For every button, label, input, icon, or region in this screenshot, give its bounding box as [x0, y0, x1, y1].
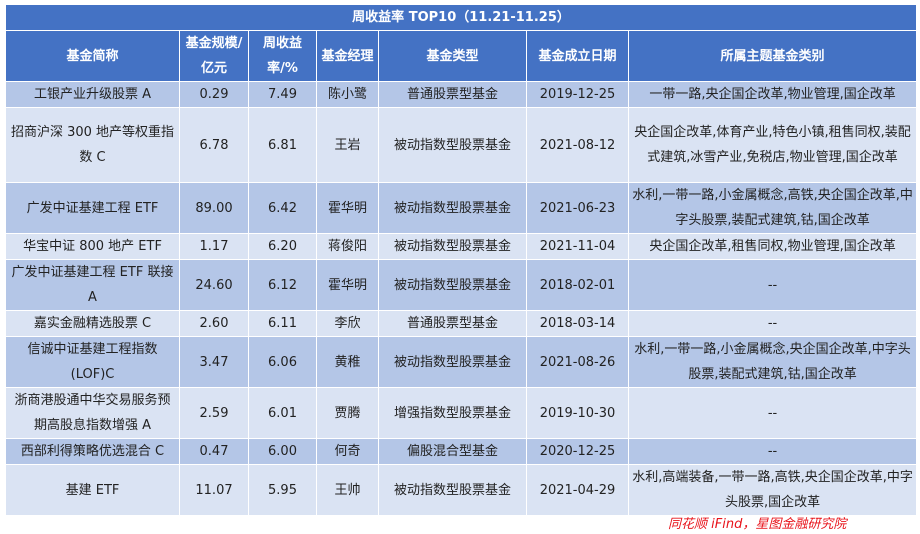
cell-date: 2019-12-25 — [526, 81, 629, 108]
cell-size: 24.60 — [179, 259, 249, 311]
cell-date: 2019-10-30 — [526, 387, 629, 439]
col-header-return: 周收益率/% — [248, 30, 317, 82]
cell-themes: -- — [627, 438, 918, 465]
cell-name: 广发中证基建工程 ETF — [5, 182, 180, 234]
table-row: 广发中证基建工程 ETF 89.00 6.42 霍华明 被动指数型股票基金 2021-06… — [5, 182, 918, 234]
table-row: 基建 ETF 11.07 5.95 王帅 被动指数型股票基金 2021-04-29 水利,高… — [5, 464, 918, 516]
table-row: 信诚中证基建工程指数(LOF)C 3.47 6.06 黄稚 被动指数型股票基金 2021-… — [5, 336, 918, 388]
cell-type: 被动指数型股票基金 — [378, 233, 527, 260]
cell-size: 6.78 — [179, 107, 249, 183]
cell-themes: 水利,一带一路,小金属概念,高铁,央企国企改革,中字头股票,装配式建筑,钴,国企… — [627, 182, 918, 234]
table-row: 广发中证基建工程 ETF 联接 A 24.60 6.12 霍华明 被动指数型股票基金 20… — [5, 259, 918, 311]
table-row: 浙商港股通中华交易服务预期高股息指数增强 A 2.59 6.01 贾腾 增强指数型股票基… — [5, 387, 918, 439]
cell-manager: 霍华明 — [316, 259, 379, 311]
table-row: 西部利得策略优选混合 C 0.47 6.00 何奇 偏股混合型基金 2020-12-25-… — [5, 438, 918, 465]
table-title: 周收益率 TOP10（11.21-11.25） — [4, 4, 918, 31]
fund-return-table: 周收益率 TOP10（11.21-11.25） 基金简称 基金规模/亿元 周收益… — [4, 4, 918, 516]
cell-size: 1.17 — [179, 233, 249, 260]
cell-name: 工银产业升级股票 A — [5, 81, 180, 108]
cell-size: 2.60 — [179, 310, 249, 337]
cell-name: 浙商港股通中华交易服务预期高股息指数增强 A — [5, 387, 180, 439]
header-row: 基金简称 基金规模/亿元 周收益率/% 基金经理 基金类型 基金成立日期 所属主… — [5, 30, 918, 82]
cell-return: 5.95 — [248, 464, 317, 516]
cell-size: 3.47 — [179, 336, 249, 388]
cell-type: 被动指数型股票基金 — [378, 182, 527, 234]
cell-size: 11.07 — [179, 464, 249, 516]
col-header-themes: 所属主题基金类别 — [627, 30, 918, 82]
cell-size: 2.59 — [179, 387, 249, 439]
cell-name: 华宝中证 800 地产 ETF — [5, 233, 180, 260]
table-row: 工银产业升级股票 A 0.29 7.49 陈小鹭 普通股票型基金 2019-12-25 一带… — [5, 81, 918, 108]
table-row: 嘉实金融精选股票 C 2.60 6.11 李欣 普通股票型基金 2018-03-14 -- — [5, 310, 918, 337]
cell-name: 西部利得策略优选混合 C — [5, 438, 180, 465]
cell-themes: 央企国企改革,租售同权,物业管理,国企改革 — [627, 233, 918, 260]
col-header-manager: 基金经理 — [316, 30, 379, 82]
cell-return: 6.00 — [248, 438, 317, 465]
cell-return: 7.49 — [248, 81, 317, 108]
cell-name: 基建 ETF — [5, 464, 180, 516]
cell-return: 6.01 — [248, 387, 317, 439]
cell-themes: 央企国企改革,体育产业,特色小镇,租售同权,装配式建筑,冰雪产业,免税店,物业管… — [627, 107, 918, 183]
source-note: 同花顺 iFind，星图金融研究院 — [668, 517, 847, 532]
cell-themes: -- — [627, 310, 918, 337]
col-header-type: 基金类型 — [378, 30, 527, 82]
cell-name: 信诚中证基建工程指数(LOF)C — [5, 336, 180, 388]
cell-return: 6.81 — [248, 107, 317, 183]
col-header-name: 基金简称 — [5, 30, 180, 82]
cell-type: 增强指数型股票基金 — [378, 387, 527, 439]
cell-return: 6.42 — [248, 182, 317, 234]
cell-manager: 黄稚 — [316, 336, 379, 388]
cell-return: 6.20 — [248, 233, 317, 260]
cell-date: 2021-08-12 — [526, 107, 629, 183]
cell-manager: 贾腾 — [316, 387, 379, 439]
cell-return: 6.11 — [248, 310, 317, 337]
col-header-date: 基金成立日期 — [526, 30, 629, 82]
col-header-size: 基金规模/亿元 — [179, 30, 249, 82]
table-row: 招商沪深 300 地产等权重指数 C 6.78 6.81 王岩 被动指数型股票基金 202… — [5, 107, 918, 183]
cell-type: 被动指数型股票基金 — [378, 107, 527, 183]
cell-name: 广发中证基建工程 ETF 联接 A — [5, 259, 180, 311]
cell-manager: 蒋俊阳 — [316, 233, 379, 260]
cell-name: 嘉实金融精选股票 C — [5, 310, 180, 337]
cell-date: 2020-12-25 — [526, 438, 629, 465]
cell-date: 2021-06-23 — [526, 182, 629, 234]
cell-themes: -- — [627, 259, 918, 311]
cell-date: 2021-11-04 — [526, 233, 629, 260]
cell-size: 0.29 — [179, 81, 249, 108]
cell-themes: -- — [627, 387, 918, 439]
cell-date: 2018-03-14 — [526, 310, 629, 337]
cell-name: 招商沪深 300 地产等权重指数 C — [5, 107, 180, 183]
cell-manager: 陈小鹭 — [316, 81, 379, 108]
cell-themes: 一带一路,央企国企改革,物业管理,国企改革 — [627, 81, 918, 108]
cell-return: 6.12 — [248, 259, 317, 311]
cell-size: 89.00 — [179, 182, 249, 234]
cell-return: 6.06 — [248, 336, 317, 388]
cell-date: 2021-08-26 — [526, 336, 629, 388]
cell-date: 2021-04-29 — [526, 464, 629, 516]
cell-themes: 水利,高端装备,一带一路,高铁,央企国企改革,中字头股票,国企改革 — [627, 464, 918, 516]
cell-manager: 王帅 — [316, 464, 379, 516]
cell-size: 0.47 — [179, 438, 249, 465]
cell-type: 被动指数型股票基金 — [378, 259, 527, 311]
cell-type: 普通股票型基金 — [378, 310, 527, 337]
cell-date: 2018-02-01 — [526, 259, 629, 311]
cell-manager: 王岩 — [316, 107, 379, 183]
cell-type: 普通股票型基金 — [378, 81, 527, 108]
cell-type: 被动指数型股票基金 — [378, 336, 527, 388]
cell-themes: 水利,一带一路,小金属概念,央企国企改革,中字头股票,装配式建筑,钴,国企改革 — [627, 336, 918, 388]
cell-manager: 霍华明 — [316, 182, 379, 234]
cell-manager: 李欣 — [316, 310, 379, 337]
cell-manager: 何奇 — [316, 438, 379, 465]
cell-type: 偏股混合型基金 — [378, 438, 527, 465]
cell-type: 被动指数型股票基金 — [378, 464, 527, 516]
table-row: 华宝中证 800 地产 ETF 1.17 6.20 蒋俊阳 被动指数型股票基金 2021-… — [5, 233, 918, 260]
